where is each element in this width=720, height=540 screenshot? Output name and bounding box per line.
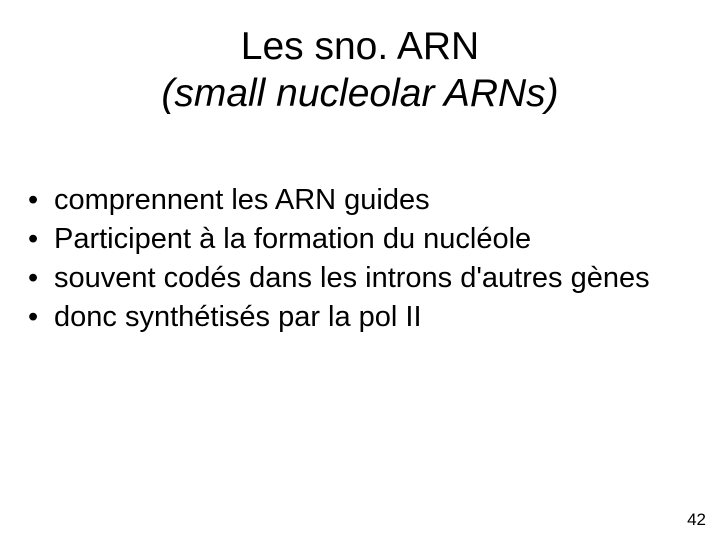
bullet-item: Participent à la formation du nucléole [26,221,696,258]
slide: Les sno. ARN (small nucleolar ARNs) comp… [0,0,720,540]
bullet-item: comprennent les ARN guides [26,182,696,219]
bullet-item: souvent codés dans les introns d'autres … [26,260,696,297]
page-number: 42 [687,510,706,530]
title-line-2: (small nucleolar ARNs) [24,71,696,118]
slide-title: Les sno. ARN (small nucleolar ARNs) [24,24,696,118]
title-line-1: Les sno. ARN [24,24,696,71]
bullet-item: donc synthétisés par la pol II [26,299,696,336]
bullet-list: comprennent les ARN guides Participent à… [24,182,696,336]
